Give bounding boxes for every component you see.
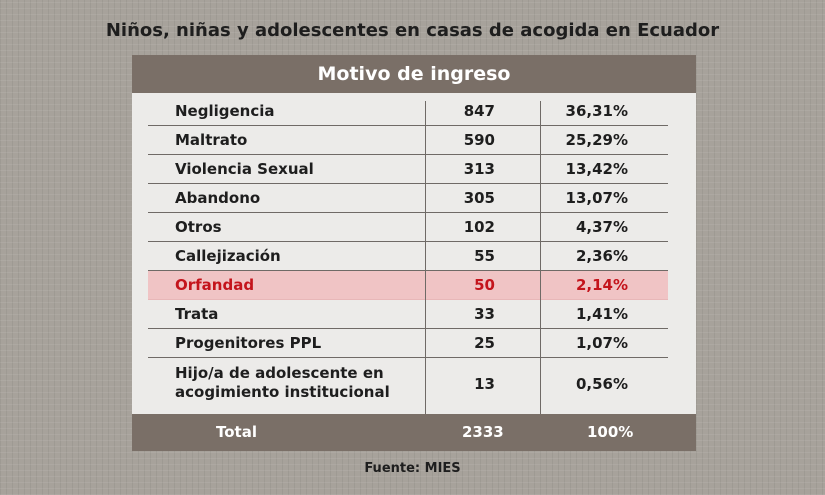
row-percent: 2,14% <box>575 276 628 294</box>
total-percent: 100% <box>587 423 634 441</box>
row-count: 13 <box>474 375 495 393</box>
table-row: Callejización 55 2,36% <box>148 242 668 271</box>
source-note: Fuente: MIES <box>364 461 461 476</box>
table-row: Negligencia 847 36,31% <box>148 97 668 126</box>
row-label: Negligencia <box>175 102 275 120</box>
row-percent: 13,07% <box>565 189 628 207</box>
column-divider <box>425 101 426 415</box>
table-row: Violencia Sexual 313 13,42% <box>148 155 668 184</box>
row-percent: 13,42% <box>565 160 628 178</box>
row-label: Trata <box>175 305 219 323</box>
table-total-row: Total 2333 100% <box>132 414 696 451</box>
row-label: Orfandad <box>175 276 255 294</box>
total-label: Total <box>216 423 257 441</box>
row-count: 590 <box>463 131 495 149</box>
row-count: 313 <box>463 160 495 178</box>
row-label: Hijo/a de adolescente en acogimiento ins… <box>175 364 390 401</box>
row-percent: 1,41% <box>575 305 628 323</box>
row-percent: 25,29% <box>565 131 628 149</box>
row-percent: 1,07% <box>575 334 628 352</box>
row-label: Abandono <box>175 189 261 207</box>
row-percent: 0,56% <box>575 375 628 393</box>
data-table: Motivo de ingreso Negligencia 847 36,31% Ma… <box>132 55 696 451</box>
row-count: 102 <box>463 218 495 236</box>
table-row: Progenitores PPL 25 1,07% <box>148 329 668 358</box>
table-row: Maltrato 590 25,29% <box>148 126 668 155</box>
row-count: 55 <box>474 247 495 265</box>
column-divider <box>540 101 541 415</box>
row-label: Violencia Sexual <box>175 160 314 178</box>
row-percent: 36,31% <box>565 102 628 120</box>
total-count: 2333 <box>462 423 504 441</box>
chart-title: Niños, niñas y adolescentes en casas de … <box>105 20 720 41</box>
table-row: Abandono 305 13,07% <box>148 184 668 213</box>
row-count: 33 <box>474 305 495 323</box>
row-count: 25 <box>474 334 495 352</box>
table-row: Orfandad 50 2,14% <box>148 271 668 300</box>
table-header: Motivo de ingreso <box>132 55 696 93</box>
row-label: Otros <box>175 218 222 236</box>
table-row: Otros 102 4,37% <box>148 213 668 242</box>
row-label: Progenitores PPL <box>175 334 322 352</box>
row-count: 847 <box>463 102 495 120</box>
table-row: Trata 33 1,41% <box>148 300 668 329</box>
row-label: Maltrato <box>175 131 248 149</box>
row-count: 305 <box>463 189 495 207</box>
row-count: 50 <box>474 276 495 294</box>
table-row: Hijo/a de adolescente en acogimiento ins… <box>148 358 668 410</box>
row-percent: 2,36% <box>575 247 628 265</box>
row-label: Callejización <box>175 247 281 265</box>
row-percent: 4,37% <box>575 218 628 236</box>
